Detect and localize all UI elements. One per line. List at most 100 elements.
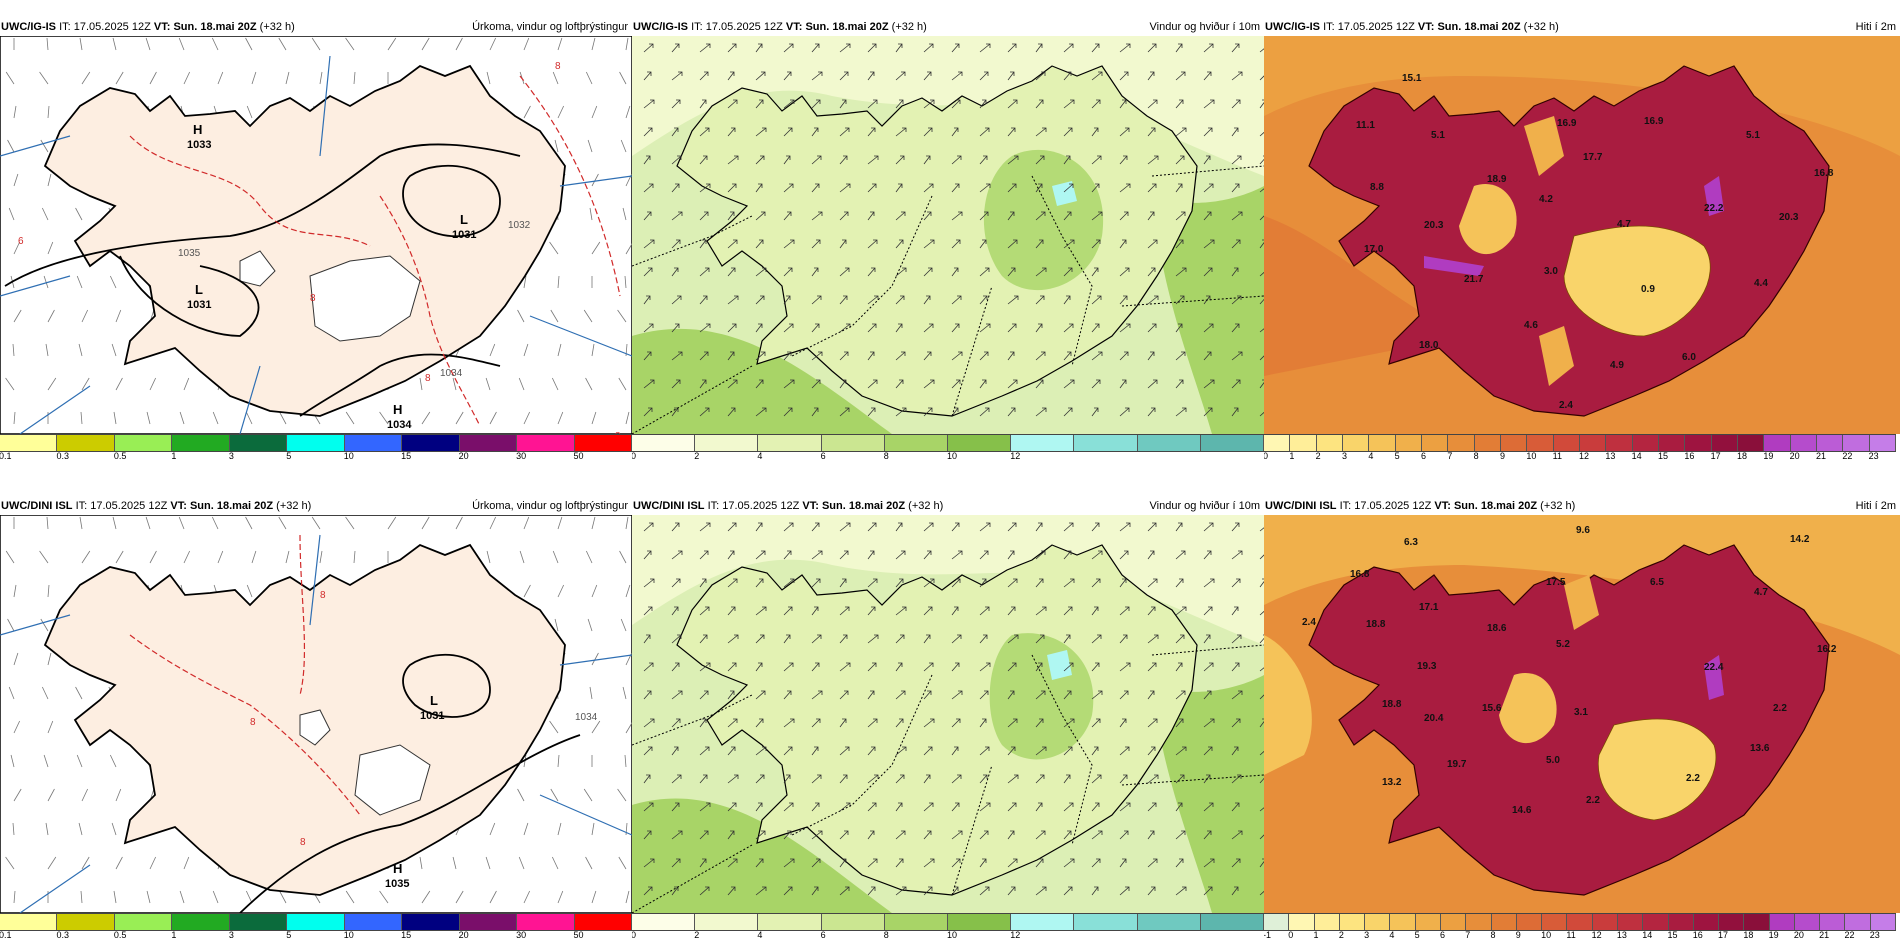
- panel-header: UWC/DINI ISL IT: 17.05.2025 12Z VT: Sun.…: [632, 497, 1264, 515]
- colorbar-swatch: [459, 435, 518, 451]
- iceland-land: [43, 64, 566, 417]
- colorbar-tick: 5: [1414, 930, 1420, 940]
- wind-panel-top: UWC/IG-IS IT: 17.05.2025 12Z VT: Sun. 18…: [632, 18, 1264, 466]
- panel-header: UWC/IG-IS IT: 17.05.2025 12Z VT: Sun. 18…: [632, 18, 1264, 36]
- colorbar-tick: 3: [228, 930, 234, 940]
- svg-text:21.7: 21.7: [1464, 274, 1484, 285]
- svg-text:20.3: 20.3: [1424, 220, 1444, 231]
- svg-text:8: 8: [250, 717, 256, 728]
- colorbar-swatch: [1711, 435, 1738, 451]
- precip-panel-bottom: UWC/DINI ISL IT: 17.05.2025 12Z VT: Sun.…: [0, 497, 632, 945]
- colorbar-swatch: [287, 914, 345, 930]
- svg-text:1032: 1032: [508, 220, 531, 231]
- colorbar-swatch: [1693, 914, 1720, 930]
- precip-ticks: 0.1 0.3 0.5 1 3 5 10 15 20 30 50: [0, 451, 632, 465]
- precip-panel-top: UWC/IG-IS IT: 17.05.2025 12Z VT: Sun. 18…: [0, 18, 632, 466]
- colorbar-tick: 23: [1869, 930, 1880, 940]
- svg-text:15.6: 15.6: [1482, 703, 1502, 714]
- svg-text:13.6: 13.6: [1750, 743, 1770, 754]
- svg-text:11.1: 11.1: [1356, 120, 1375, 131]
- colorbar-swatch: [1617, 914, 1644, 930]
- colorbar-swatch: [229, 914, 288, 930]
- svg-text:8.8: 8.8: [1370, 182, 1384, 193]
- colorbar-swatch: [1794, 914, 1821, 930]
- colorbar-swatch: [1264, 914, 1290, 930]
- colorbar-swatch: [1264, 435, 1291, 451]
- colorbar-swatch: [172, 914, 230, 930]
- colorbar-swatch: [1579, 435, 1607, 451]
- colorbar-tick: 19: [1763, 451, 1774, 461]
- svg-text:18.8: 18.8: [1366, 619, 1386, 630]
- colorbar-swatch: [1668, 914, 1694, 930]
- svg-text:2.2: 2.2: [1586, 795, 1600, 806]
- wind-arrows: [643, 522, 1264, 896]
- svg-text:1035: 1035: [178, 248, 201, 259]
- pressure-H: H: [193, 122, 202, 137]
- temp-colorbar: [1264, 913, 1897, 931]
- colorbar-tick: 12: [1579, 451, 1590, 461]
- svg-text:1035: 1035: [385, 878, 409, 890]
- svg-text:0.9: 0.9: [1641, 284, 1655, 295]
- colorbar-swatch: [402, 914, 460, 930]
- colorbar-tick: 10: [947, 930, 958, 940]
- colorbar-tick: 3: [1364, 930, 1370, 940]
- colorbar-tick: 12: [1010, 451, 1021, 461]
- colorbar-tick: 6: [820, 930, 826, 940]
- colorbar-swatch: [884, 914, 949, 930]
- colorbar-tick: 2: [1338, 930, 1344, 940]
- svg-text:16.9: 16.9: [1557, 118, 1577, 129]
- panel-title: Úrkoma, vindur og loftþrýstingur: [472, 21, 628, 33]
- svg-text:8: 8: [320, 590, 326, 601]
- colorbar-swatch: [1200, 435, 1264, 451]
- svg-text:5.1: 5.1: [1746, 130, 1760, 141]
- panel-header: UWC/IG-IS IT: 17.05.2025 12Z VT: Sun. 18…: [1264, 18, 1900, 36]
- colorbar-swatch: [229, 435, 288, 451]
- colorbar-swatch: [1289, 914, 1315, 930]
- colorbar-tick: 0: [632, 451, 637, 461]
- panel-title: Hiti í 2m: [1855, 21, 1896, 33]
- svg-text:1031: 1031: [187, 299, 211, 311]
- colorbar-swatch: [1744, 914, 1770, 930]
- colorbar-tick: 30: [516, 451, 527, 461]
- colorbar-swatch: [1632, 435, 1659, 451]
- panel-header: UWC/IG-IS IT: 17.05.2025 12Z VT: Sun. 18…: [0, 18, 632, 36]
- temp-panel-bottom: UWC/DINI ISL IT: 17.05.2025 12Z VT: Sun.…: [1264, 497, 1900, 945]
- colorbar-tick: 22: [1842, 451, 1853, 461]
- svg-text:8: 8: [425, 373, 431, 384]
- colorbar-tick: 15: [401, 451, 412, 461]
- colorbar-swatch: [517, 914, 575, 930]
- svg-text:17.0: 17.0: [1364, 244, 1384, 255]
- colorbar-swatch: [287, 435, 345, 451]
- svg-text:4.7: 4.7: [1617, 219, 1631, 230]
- colorbar-swatch: [1719, 914, 1745, 930]
- colorbar-tick: 21: [1816, 451, 1827, 461]
- svg-text:20.3: 20.3: [1779, 212, 1799, 223]
- colorbar-tick: 14: [1631, 451, 1642, 461]
- colorbar-swatch: [1764, 435, 1791, 451]
- colorbar-swatch: [1074, 914, 1138, 930]
- colorbar-swatch: [1395, 435, 1422, 451]
- svg-text:H: H: [393, 861, 402, 876]
- colorbar-swatch: [1606, 435, 1633, 451]
- colorbar-swatch: [1466, 914, 1492, 930]
- svg-text:1033: 1033: [187, 139, 211, 151]
- svg-text:2.2: 2.2: [1773, 703, 1787, 714]
- colorbar-swatch: [1369, 435, 1396, 451]
- colorbar-tick: 0.5: [113, 451, 127, 461]
- colorbar-swatch: [1440, 914, 1467, 930]
- svg-text:22.4: 22.4: [1704, 662, 1724, 673]
- colorbar-tick: 5: [286, 451, 292, 461]
- svg-text:18.6: 18.6: [1487, 623, 1507, 634]
- colorbar-tick: 8: [883, 451, 889, 461]
- svg-text:8: 8: [555, 61, 561, 72]
- svg-text:4.2: 4.2: [1539, 194, 1553, 205]
- colorbar-tick: 8: [883, 930, 889, 940]
- colorbar-tick: 11: [1566, 930, 1576, 940]
- colorbar-swatch: [1869, 435, 1896, 451]
- colorbar-tick: 6: [820, 451, 826, 461]
- svg-text:5.1: 5.1: [1431, 130, 1445, 141]
- colorbar-tick: 9: [1500, 451, 1506, 461]
- colorbar-swatch: [1685, 435, 1712, 451]
- colorbar-swatch: [1658, 435, 1686, 451]
